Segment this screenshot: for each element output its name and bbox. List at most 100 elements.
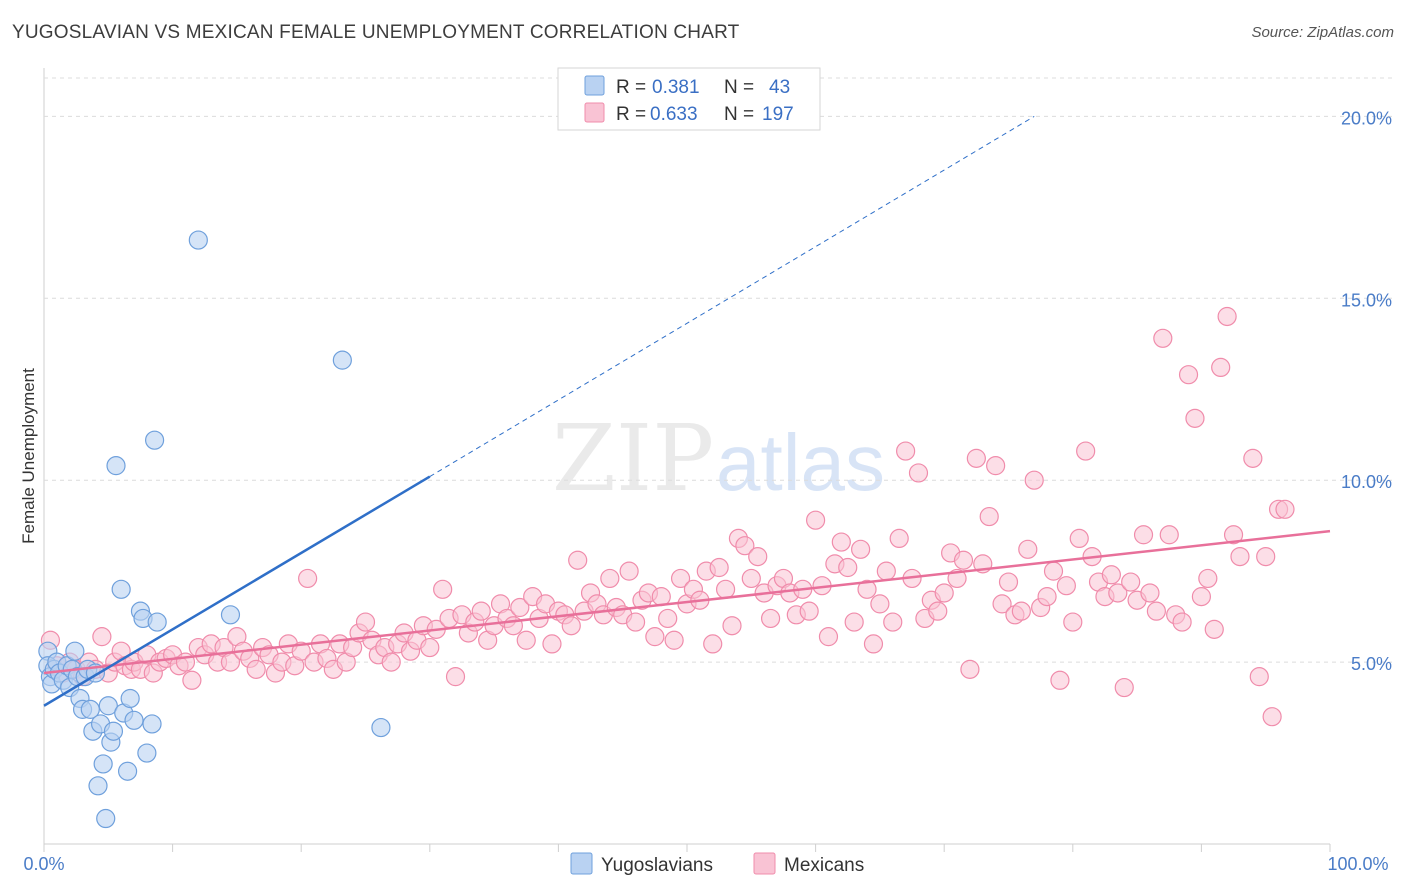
yugoslavians-point-11 — [65, 641, 85, 661]
mexicans-point-172 — [1140, 583, 1160, 603]
mexicans-point-54 — [381, 652, 401, 672]
mexicans-point-8 — [92, 627, 112, 647]
mexicans-point-140 — [934, 583, 954, 603]
mexicans-point-96 — [651, 587, 671, 607]
mexicans-point-166 — [1101, 565, 1121, 585]
mexicans-point-153 — [1018, 539, 1038, 559]
mexicans-point-186 — [1230, 546, 1250, 567]
yugoslavians-point-31 — [120, 688, 140, 709]
mexicans-point-174 — [1153, 328, 1173, 348]
mexicans-point-113 — [760, 608, 781, 629]
mexicans-point-158 — [1050, 670, 1070, 690]
mexicans-point-180 — [1191, 587, 1212, 607]
yugoslavians-point-20 — [88, 776, 108, 796]
y-tick-label-0: 5.0% — [1351, 654, 1392, 674]
mexicans-point-62 — [433, 579, 453, 599]
x-tick-label-right: 100.0% — [1327, 854, 1388, 874]
mexicans-point-139 — [928, 601, 948, 621]
legend-r-label-1: R = — [616, 77, 646, 98]
yugoslavians-point-40 — [220, 605, 241, 625]
legend-swatch-yugoslavians — [584, 75, 605, 96]
mexicans-point-95 — [645, 627, 665, 647]
mexicans-points — [40, 306, 1295, 727]
bottom-legend-label-yugoslavians: Yugoslavians — [601, 855, 713, 876]
mexicans-point-129 — [863, 634, 884, 654]
mexicans-point-150 — [998, 572, 1019, 592]
mexicans-point-126 — [844, 612, 864, 632]
yugoslavians-points — [38, 230, 391, 829]
mexicans-point-128 — [857, 579, 877, 599]
mexicans-point-64 — [445, 667, 466, 687]
trend-lines — [43, 115, 1331, 707]
mexicans-point-169 — [1121, 572, 1141, 592]
mexicans-point-74 — [510, 597, 530, 618]
watermark-zip: ZIP — [552, 405, 714, 512]
legend-box: R = 0.381 N = 43 R = 0.633 N = 197 — [557, 67, 821, 131]
y-tick-label-3: 20.0% — [1341, 108, 1392, 128]
mexicans-point-171 — [1133, 525, 1154, 545]
mexicans-point-60 — [420, 637, 440, 658]
chart-title: YUGOSLAVIAN VS MEXICAN FEMALE UNEMPLOYME… — [12, 22, 740, 43]
mexicans-point-134 — [896, 441, 916, 461]
mexicans-point-98 — [664, 630, 684, 650]
mexicans-point-149 — [992, 594, 1012, 614]
yugoslavians-point-36 — [142, 714, 162, 734]
mexicans-point-33 — [246, 659, 266, 679]
source-note: Source: ZipAtlas.com — [1251, 24, 1394, 41]
yugoslavians-trend-line — [43, 475, 431, 707]
mexicans-point-156 — [1037, 587, 1057, 607]
mexicans-point-188 — [1249, 667, 1269, 687]
y-tick-label-1: 10.0% — [1341, 472, 1392, 492]
mexicans-point-190 — [1262, 707, 1282, 727]
y-axis-label: Female Unemployment — [19, 368, 38, 544]
mexicans-point-183 — [1211, 357, 1231, 378]
mexicans-point-79 — [542, 634, 562, 654]
mexicans-point-132 — [883, 612, 903, 632]
mexicans-point-41 — [298, 568, 318, 589]
mexicans-point-88 — [600, 568, 620, 589]
mexicans-point-161 — [1069, 528, 1089, 549]
mexicans-point-50 — [355, 612, 376, 632]
mexicans-point-192 — [1275, 499, 1295, 519]
yugoslavians-point-30 — [117, 761, 138, 781]
legend-r-label-2: R = — [616, 104, 646, 125]
legend-n-label-2: N = — [724, 104, 754, 125]
watermark-atlas: atlas — [716, 418, 885, 507]
yugoslavians-point-28 — [111, 579, 131, 599]
mexicans-point-127 — [851, 539, 871, 559]
mexicans-point-154 — [1024, 470, 1044, 490]
yugoslavians-point-35 — [137, 743, 157, 763]
mexicans-point-68 — [471, 601, 491, 621]
mexicans-point-173 — [1146, 601, 1166, 621]
legend-n-value-2: 197 — [762, 104, 794, 125]
mexicans-point-91 — [619, 561, 639, 581]
mexicans-point-82 — [561, 616, 581, 636]
bottom-legend-swatch-yugoslavians — [570, 852, 593, 875]
mexicans-point-104 — [703, 634, 723, 654]
mexicans-point-106 — [715, 579, 736, 599]
mexicans-point-167 — [1108, 583, 1128, 603]
yugoslavians-point-32 — [124, 710, 144, 730]
mexicans-point-189 — [1256, 546, 1276, 567]
mexicans-point-168 — [1114, 677, 1134, 698]
mexicans-point-119 — [799, 601, 819, 621]
yugoslavians-point-26 — [103, 721, 124, 741]
yugoslavians-trend-extension — [429, 115, 1035, 477]
x-tick-marks — [43, 844, 1331, 852]
mexicans-point-157 — [1043, 561, 1064, 581]
mexicans-point-133 — [889, 528, 909, 549]
mexicans-point-175 — [1159, 525, 1179, 545]
mexicans-point-83 — [568, 550, 588, 570]
mexicans-point-124 — [831, 532, 851, 552]
mexicans-point-97 — [658, 608, 678, 629]
mexicans-point-184 — [1217, 306, 1237, 327]
mexicans-point-109 — [735, 536, 755, 556]
mexicans-point-160 — [1063, 612, 1083, 632]
legend-swatch-mexicans — [584, 102, 605, 123]
mexicans-point-136 — [908, 463, 929, 483]
bottom-legend-swatch-mexicans — [753, 852, 776, 875]
mexicans-point-178 — [1178, 365, 1199, 385]
yugoslavians-point-38 — [147, 612, 167, 632]
mexicans-point-179 — [1185, 408, 1205, 428]
legend-r-value-2: 0.633 — [650, 104, 698, 125]
